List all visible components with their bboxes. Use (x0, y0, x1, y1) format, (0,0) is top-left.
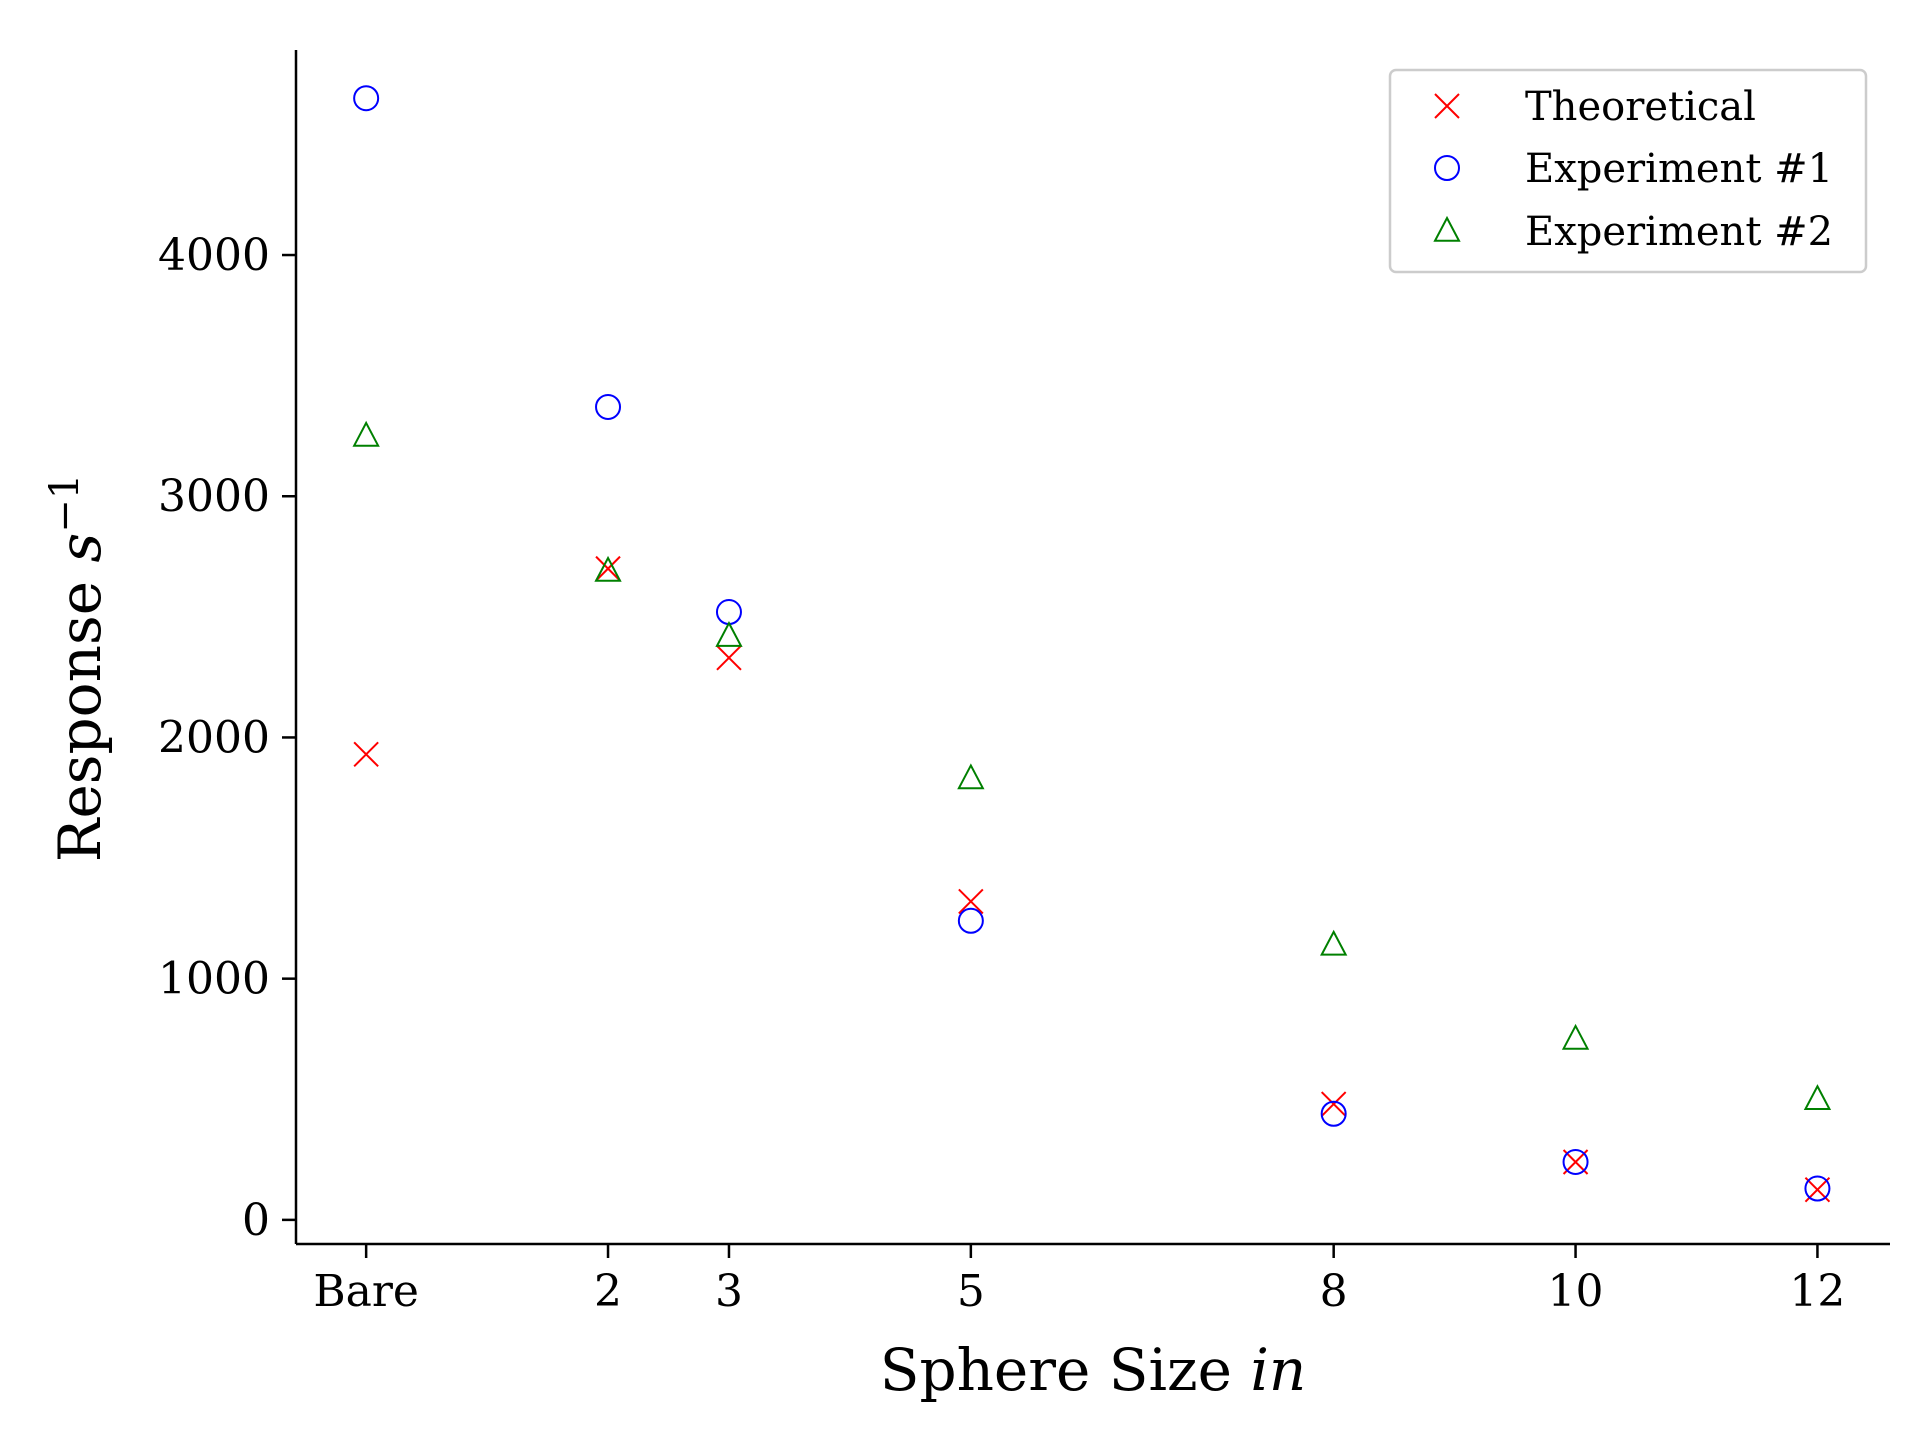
y-axis-title-exponent: −1 (42, 474, 88, 533)
data-point (1320, 1100, 1347, 1127)
series-2 (353, 85, 1831, 1202)
x-axis-title: Sphere Size in (880, 1336, 1307, 1404)
legend-marker-1 (1434, 93, 1460, 119)
legend-marker-3 (1433, 215, 1461, 242)
x-tick-label: 2 (594, 1266, 622, 1317)
x-tick-label: 3 (715, 1266, 743, 1317)
legend-marker-2 (1434, 155, 1460, 181)
data-point (595, 555, 621, 582)
x-tick-label: 5 (957, 1266, 985, 1317)
legend-markers (1433, 93, 1461, 242)
data-point (1561, 1023, 1590, 1050)
data-point (715, 621, 743, 647)
y-tick-label: 0 (242, 1195, 270, 1246)
y-tick-label: 1000 (158, 954, 270, 1005)
legend-label-experiment-1: Experiment #1 (1525, 146, 1833, 192)
data-point (595, 393, 622, 420)
data-point (353, 85, 380, 112)
data-point (1320, 1091, 1347, 1117)
series-3 (352, 420, 1832, 1111)
y-axis-ticks: 0 1000 2000 3000 4000 (158, 230, 296, 1246)
legend: Theoretical Experiment #1 Experiment #2 (1388, 68, 1868, 274)
data-point (594, 555, 622, 582)
x-tick-label: Bare (313, 1266, 419, 1317)
data-point (957, 907, 984, 934)
y-tick-label: 2000 (158, 712, 270, 763)
x-axis-ticks: Bare 2 3 5 8 10 12 (313, 1244, 1845, 1317)
x-tick-label: 10 (1548, 1266, 1604, 1317)
data-point (1804, 1175, 1831, 1202)
data-point (352, 420, 380, 447)
data-point (957, 763, 985, 790)
x-tick-label: 8 (1320, 1266, 1348, 1317)
data-point (1320, 929, 1348, 956)
legend-frame (1388, 68, 1868, 274)
plot-marks (352, 85, 1832, 1203)
x-tick-label: 12 (1789, 1266, 1845, 1317)
data-point (1562, 1148, 1589, 1175)
data-point (958, 888, 984, 915)
x-axis-title-unit: in (1250, 1336, 1306, 1404)
y-tick-label: 3000 (158, 471, 270, 522)
legend-label-theoretical: Theoretical (1525, 84, 1756, 130)
y-axis-title-unit: s (46, 533, 114, 563)
y-axis-title: Response s−1 (42, 474, 114, 862)
data-point (1803, 1084, 1832, 1111)
x-axis-title-text: Sphere Size (880, 1336, 1251, 1404)
y-tick-label: 4000 (158, 230, 270, 281)
legend-label-experiment-2: Experiment #2 (1525, 209, 1833, 255)
data-point (716, 645, 742, 671)
y-axis-title-text: Response (46, 563, 114, 863)
data-point (353, 741, 379, 768)
